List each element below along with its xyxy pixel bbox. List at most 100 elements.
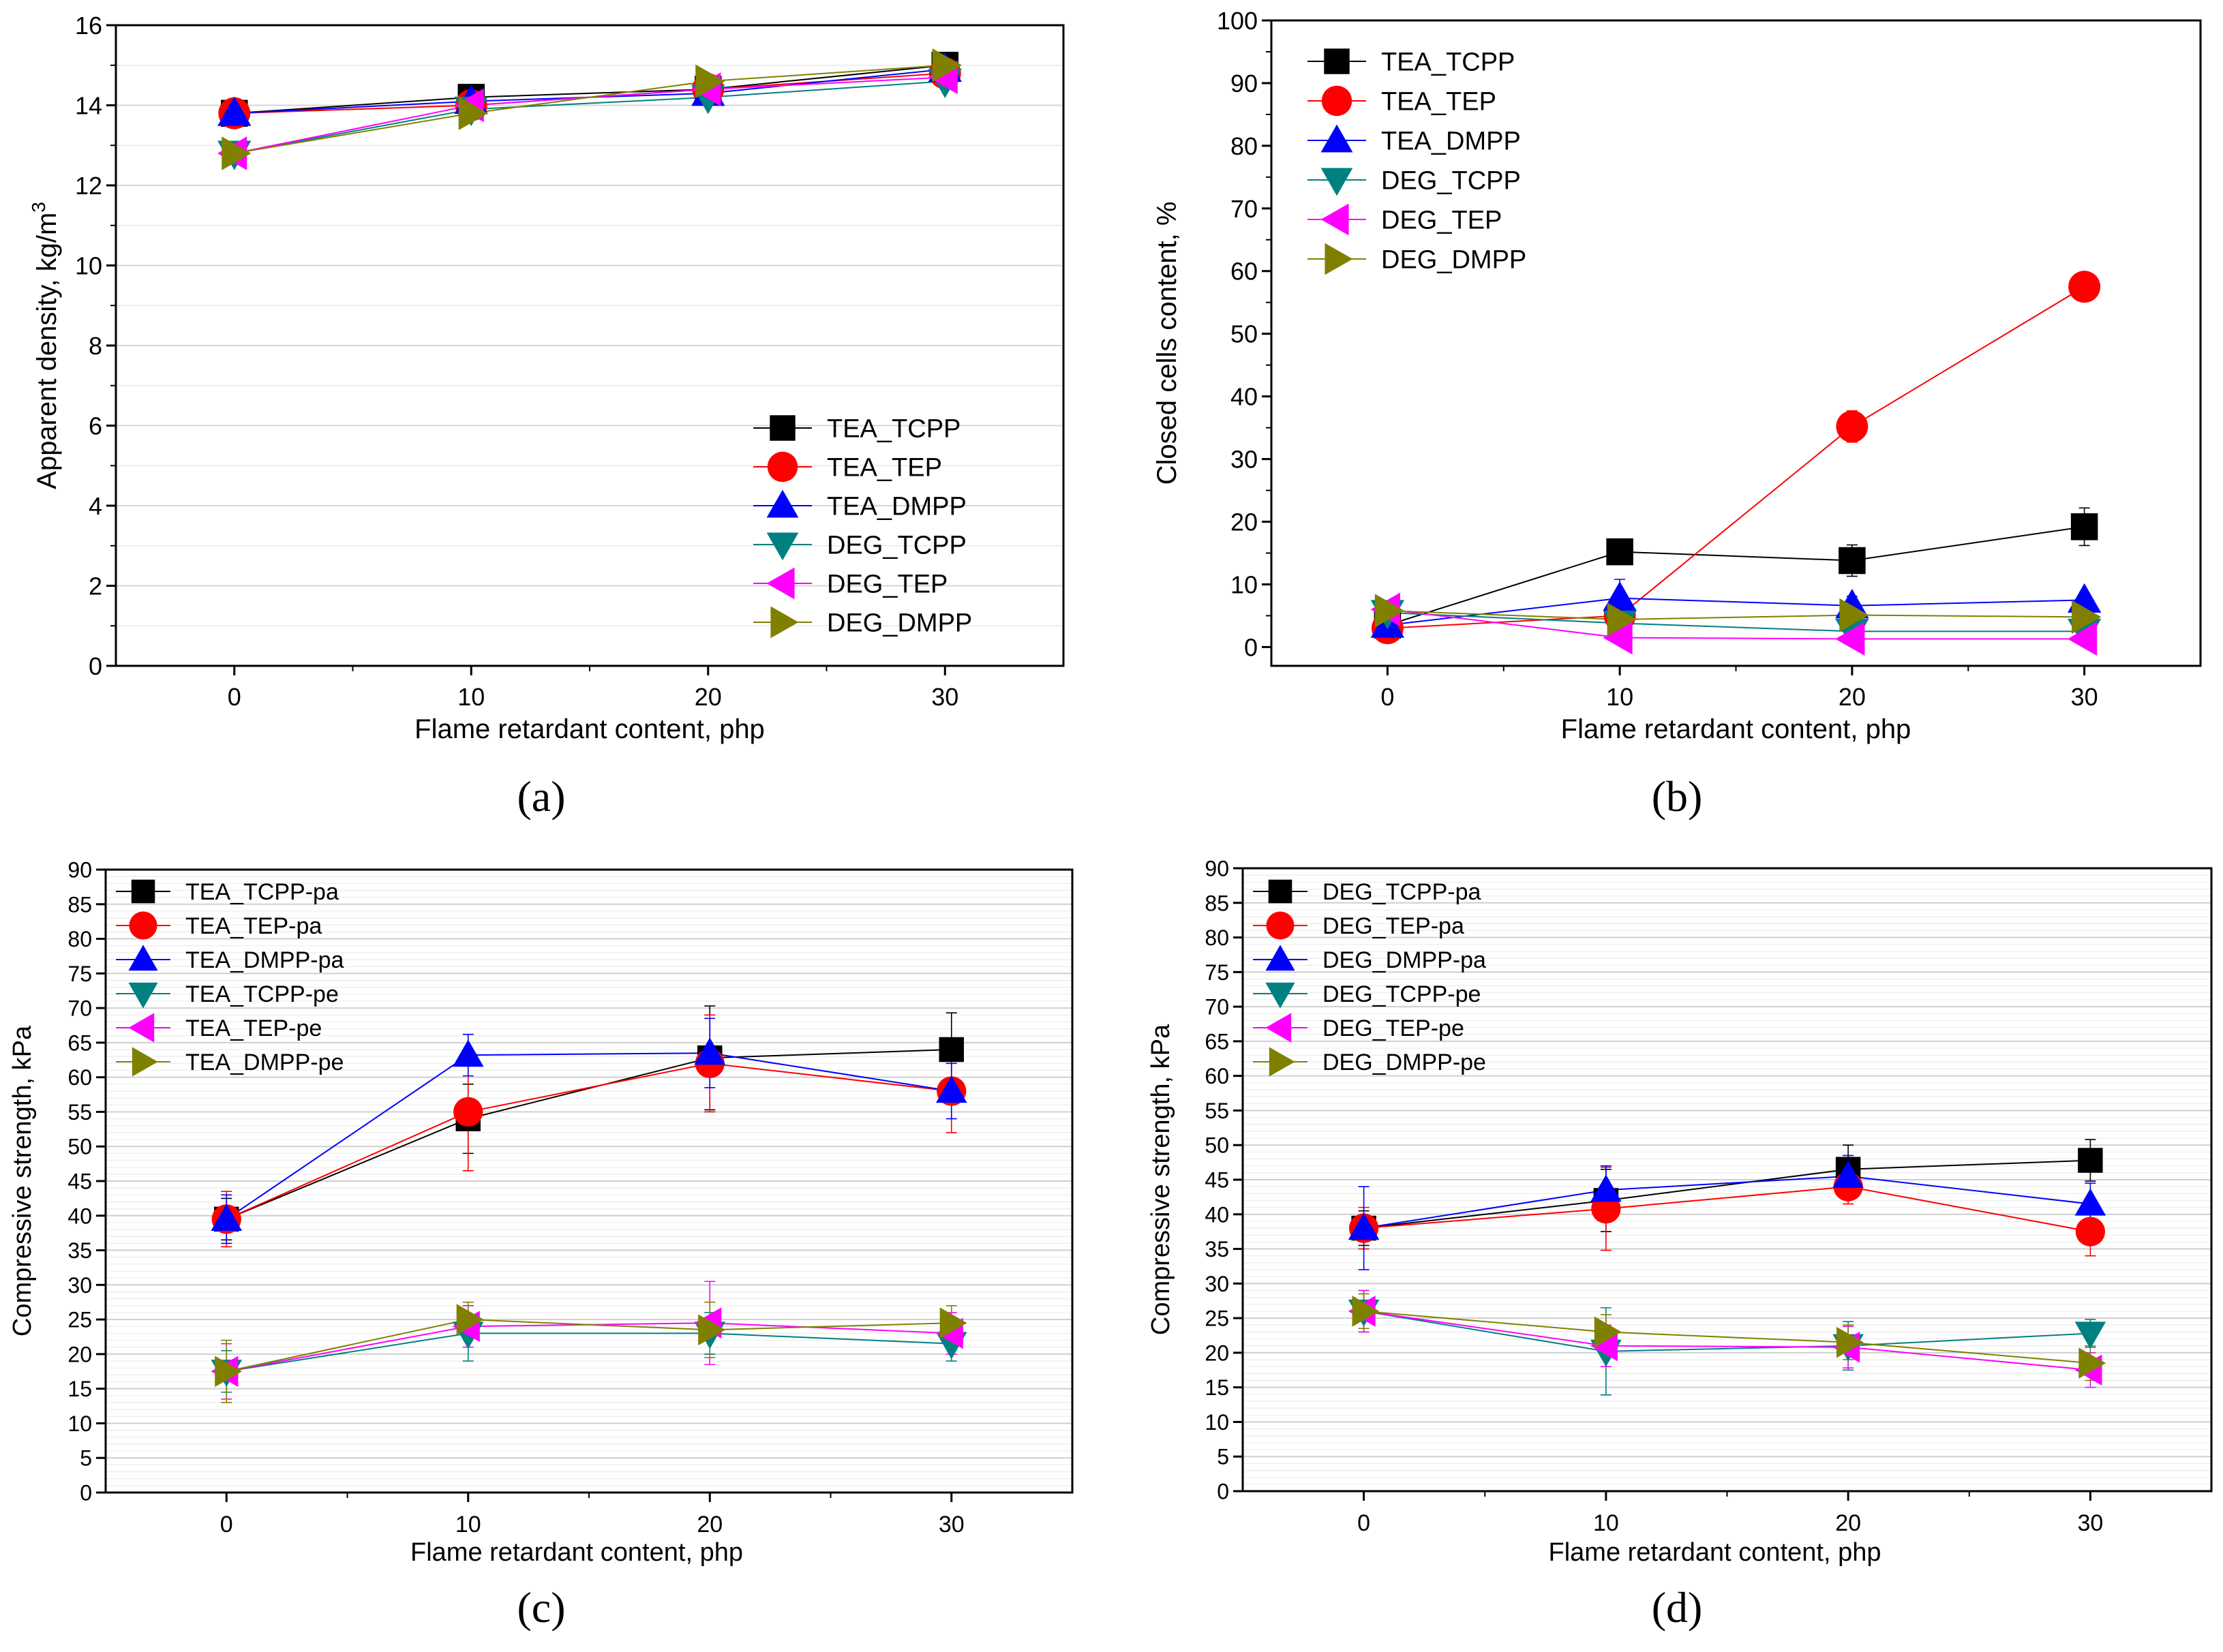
y-tick-label: 75	[1205, 960, 1229, 985]
data-point	[1839, 598, 1869, 632]
series-markers-DEG_DMPP-pa	[1348, 1161, 2106, 1240]
legend-label: TEA_TCPP-pe	[185, 981, 339, 1007]
data-point	[2078, 1347, 2106, 1379]
series-markers-TEA_TCPP	[220, 51, 959, 127]
x-tick-label: 0	[228, 683, 241, 711]
series-line	[1387, 610, 2085, 620]
y-tick-label: 8	[89, 332, 102, 360]
y-tick-label: 15	[67, 1377, 92, 1401]
x-axis-label: Flame retardant content, php	[410, 1538, 743, 1567]
plot-frame	[1270, 19, 2202, 667]
y-tick-label: 5	[80, 1446, 92, 1471]
y-tick-label: 100	[1217, 7, 1258, 35]
legend-marker	[1266, 911, 1295, 940]
y-tick-label: 75	[67, 962, 92, 986]
series-markers-TEA_TEP	[1371, 271, 2101, 645]
chart-panel-a: 0 2 4 6 8 10 12 14 16 0 10 20 30 Flame retardant cont…	[28, 12, 1065, 821]
x-axis-label: Flame retardant content, php	[1561, 714, 1911, 744]
y-tick-label: 70	[1230, 195, 1258, 223]
x-tick-label: 20	[1835, 1510, 1861, 1536]
series-DEG_TCPP-pe	[1358, 1289, 2096, 1396]
data-point	[211, 1204, 243, 1231]
data-point	[935, 1075, 967, 1103]
series-DEG_DMPP-pe	[1358, 1293, 2096, 1381]
y-tick-label: 5	[1217, 1445, 1229, 1469]
x-tick-label: 20	[695, 683, 722, 711]
legend-marker	[1269, 1047, 1295, 1077]
x-tick-label: 30	[931, 683, 958, 711]
y-tick-label: 55	[1205, 1099, 1229, 1123]
legend-marker	[766, 567, 795, 600]
data-point	[215, 1356, 243, 1388]
y-tick-label: 80	[67, 927, 92, 951]
x-axis-label: Flame retardant content, php	[414, 714, 765, 744]
series-markers-DEG_TCPP	[217, 68, 962, 170]
y-tick-label: 30	[1230, 446, 1258, 474]
legend-marker	[1268, 879, 1292, 904]
series-line	[1363, 1310, 2091, 1352]
series-markers-TEA_DMPP	[1370, 581, 2102, 638]
chart-panel-d: 0 5 10 15 20 25 30 35 40 45 50 55 60 65 70 75 80 85 90 0 10 2…	[1147, 857, 2213, 1632]
data-point	[2074, 1188, 2106, 1216]
series-TEA_TCPP-pa	[221, 1005, 957, 1241]
y-tick-label: 55	[67, 1100, 92, 1125]
legend-marker	[1320, 124, 1353, 153]
series-line	[234, 80, 946, 154]
series-line	[1387, 597, 2085, 626]
legend-marker	[1325, 243, 1353, 275]
data-point	[939, 1307, 967, 1339]
legend-marker	[766, 532, 799, 561]
data-point	[939, 1037, 964, 1062]
data-point	[932, 48, 962, 82]
y-tick-label: 50	[1205, 1133, 1229, 1158]
series-markers-TEA_DMPP-pe	[215, 1304, 967, 1388]
data-point	[2078, 1148, 2103, 1173]
legend-marker	[128, 945, 158, 971]
series-markers-DEG_DMPP	[222, 48, 962, 170]
chart-panel-b: 0 10 20 30 40 50 60 70 80 90 100 0 10 20 30 Flame retar…	[1152, 7, 2202, 821]
legend-marker	[128, 982, 158, 1009]
x-tick-label: 10	[457, 683, 485, 711]
y-tick-label: 65	[1205, 1029, 1229, 1054]
data-point	[1603, 620, 1633, 655]
y-tick-label: 0	[80, 1481, 92, 1505]
data-point	[1839, 547, 1866, 575]
y-tick-label: 90	[1205, 857, 1229, 881]
legend-label: TEA_TEP	[1381, 88, 1496, 117]
y-tick-label: 20	[1230, 508, 1258, 536]
series-line	[1363, 1186, 2091, 1233]
legend-marker	[1320, 203, 1349, 236]
legend-label: TEA_TEP-pe	[185, 1015, 322, 1041]
y-tick-label: 35	[1205, 1237, 1229, 1261]
series-line	[226, 1062, 952, 1220]
legend-label: TEA_DMPP	[1381, 127, 1521, 156]
series-line	[1387, 609, 2085, 640]
data-point	[1835, 622, 1865, 656]
data-point	[1607, 602, 1637, 637]
y-tick-label: 85	[67, 892, 92, 917]
data-point	[1836, 410, 1869, 443]
legend-marker	[1265, 1013, 1292, 1043]
data-point	[458, 96, 488, 130]
x-tick-label: 30	[939, 1512, 965, 1538]
data-point	[1594, 1316, 1622, 1348]
series-markers-DEG_TCPP-pa	[1351, 1148, 2103, 1241]
legend: TEA_TCPP-pa TEA_TEP-pa TEA_DMPP-pa TEA_TCPP…	[116, 879, 344, 1077]
series-markers-DEG_TCPP	[1370, 600, 2102, 649]
y-axis-label: Apparent density, kg/m3	[28, 202, 62, 489]
series-markers-TEA_DMPP-pa	[211, 1037, 967, 1231]
y-tick-label: 50	[1230, 320, 1258, 348]
series-TEA_TCPP	[234, 64, 946, 114]
panel-label: (b)	[1652, 772, 1703, 821]
y-tick-label: 45	[67, 1169, 92, 1194]
data-point	[452, 1039, 484, 1067]
legend-label: TEA_TEP	[827, 454, 942, 483]
legend-marker	[131, 879, 155, 904]
legend: TEA_TCPP TEA_TEP TEA_DMPP DEG_TCPP DEG_TEP DE…	[753, 415, 972, 639]
legend-label: DEG_TEP-pa	[1322, 913, 1464, 939]
y-tick-label: 40	[1205, 1202, 1229, 1227]
y-axis-label-superscript: 3	[28, 202, 49, 213]
data-point	[1352, 1296, 1380, 1327]
data-point	[2070, 513, 2098, 540]
series-DEG_TCPP	[1382, 605, 2090, 635]
